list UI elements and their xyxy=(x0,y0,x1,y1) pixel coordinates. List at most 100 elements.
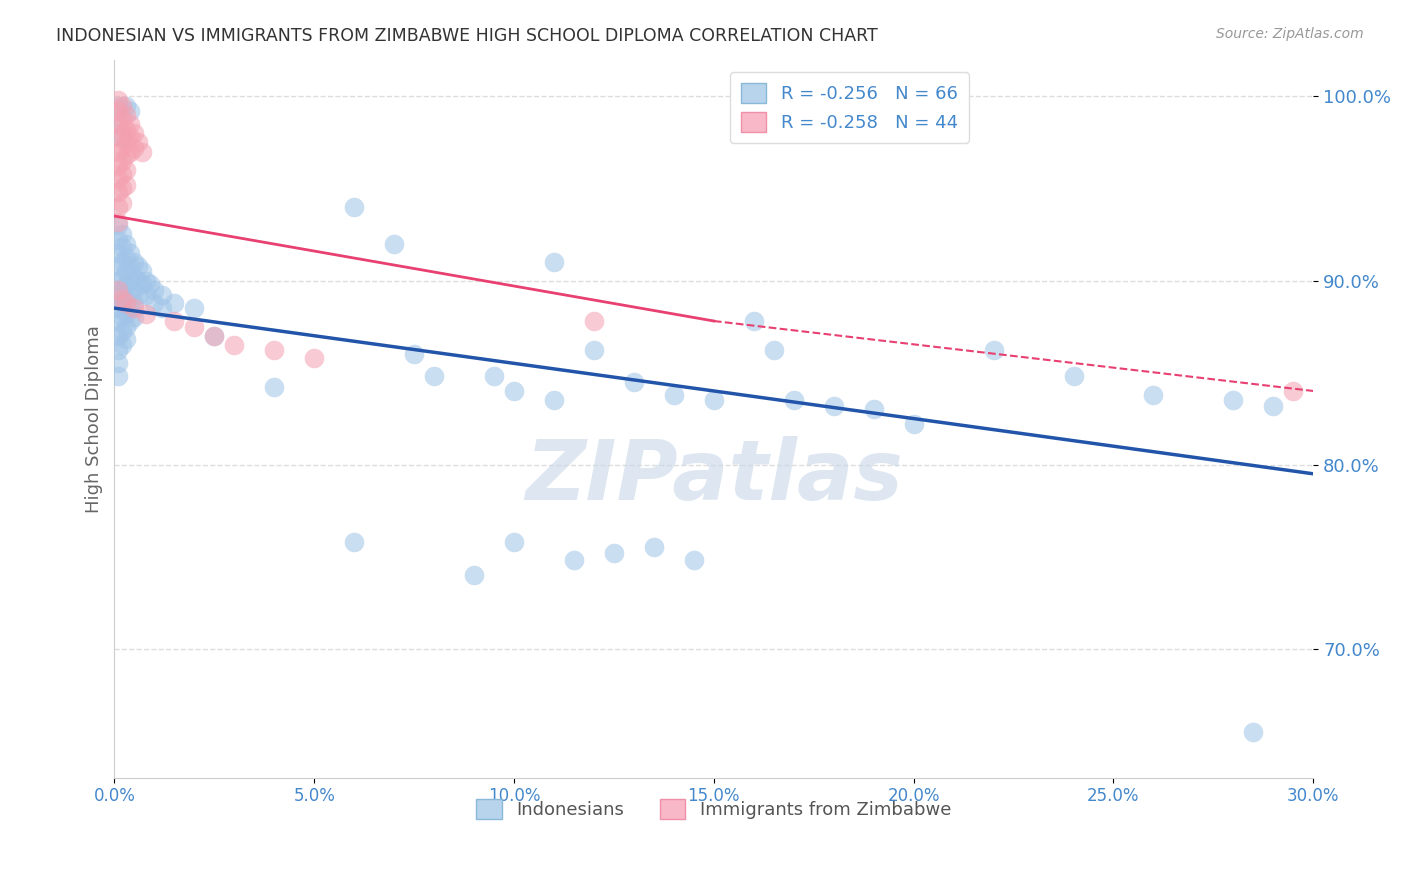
Point xyxy=(343,200,366,214)
Point xyxy=(115,252,138,266)
Point xyxy=(1063,369,1085,384)
Point xyxy=(111,227,134,242)
Point xyxy=(783,393,806,408)
Point xyxy=(120,314,142,328)
Point xyxy=(163,295,186,310)
Point xyxy=(131,145,153,159)
Point xyxy=(115,136,138,150)
Point xyxy=(503,535,526,549)
Point xyxy=(107,219,129,233)
Point xyxy=(183,301,205,315)
Point xyxy=(127,259,149,273)
Point xyxy=(762,343,785,358)
Point xyxy=(139,277,162,292)
Point xyxy=(115,98,138,112)
Point xyxy=(107,160,129,174)
Point xyxy=(111,112,134,126)
Point xyxy=(120,104,142,119)
Point xyxy=(107,314,129,328)
Point xyxy=(115,277,138,292)
Point xyxy=(107,172,129,186)
Point xyxy=(107,369,129,384)
Point xyxy=(127,136,149,150)
Point xyxy=(107,145,129,159)
Point xyxy=(115,333,138,347)
Point xyxy=(562,553,585,567)
Point xyxy=(120,246,142,260)
Point xyxy=(107,301,129,315)
Point xyxy=(131,264,153,278)
Point xyxy=(135,273,157,287)
Point xyxy=(127,273,149,287)
Point xyxy=(115,178,138,192)
Point xyxy=(111,325,134,339)
Point xyxy=(115,307,138,321)
Point xyxy=(107,117,129,131)
Point xyxy=(263,380,285,394)
Point xyxy=(120,301,142,315)
Text: ZIPatlas: ZIPatlas xyxy=(524,435,903,516)
Point xyxy=(543,255,565,269)
Point xyxy=(111,292,134,306)
Point xyxy=(124,301,146,315)
Point xyxy=(107,129,129,144)
Point xyxy=(124,295,146,310)
Point xyxy=(120,129,142,144)
Point xyxy=(107,356,129,370)
Point xyxy=(107,200,129,214)
Point xyxy=(111,283,134,297)
Point xyxy=(115,122,138,136)
Point xyxy=(131,277,153,292)
Point xyxy=(115,319,138,334)
Point xyxy=(742,314,765,328)
Point xyxy=(124,310,146,325)
Point xyxy=(124,126,146,140)
Point xyxy=(202,328,225,343)
Point xyxy=(202,328,225,343)
Point xyxy=(823,399,845,413)
Point xyxy=(150,288,173,302)
Point xyxy=(115,148,138,162)
Point xyxy=(1282,384,1305,398)
Point xyxy=(463,568,485,582)
Point xyxy=(582,343,605,358)
Point xyxy=(107,233,129,247)
Point xyxy=(623,375,645,389)
Point xyxy=(111,98,134,112)
Point xyxy=(903,417,925,431)
Point xyxy=(107,328,129,343)
Point xyxy=(115,236,138,251)
Point xyxy=(111,338,134,352)
Point xyxy=(111,310,134,325)
Text: INDONESIAN VS IMMIGRANTS FROM ZIMBABWE HIGH SCHOOL DIPLOMA CORRELATION CHART: INDONESIAN VS IMMIGRANTS FROM ZIMBABWE H… xyxy=(56,27,877,45)
Point xyxy=(107,273,129,287)
Point xyxy=(143,295,166,310)
Point xyxy=(543,393,565,408)
Point xyxy=(224,338,246,352)
Point xyxy=(124,283,146,297)
Point xyxy=(503,384,526,398)
Point xyxy=(582,314,605,328)
Point xyxy=(124,269,146,284)
Point xyxy=(107,343,129,358)
Point xyxy=(120,117,142,131)
Point xyxy=(107,185,129,199)
Point xyxy=(143,283,166,297)
Point xyxy=(107,93,129,107)
Point xyxy=(983,343,1005,358)
Point xyxy=(111,240,134,254)
Point xyxy=(120,259,142,273)
Point xyxy=(423,369,446,384)
Point xyxy=(1241,724,1264,739)
Point xyxy=(482,369,505,384)
Point xyxy=(107,246,129,260)
Point xyxy=(135,288,157,302)
Point xyxy=(115,292,138,306)
Point xyxy=(115,108,138,122)
Point xyxy=(115,264,138,278)
Text: Source: ZipAtlas.com: Source: ZipAtlas.com xyxy=(1216,27,1364,41)
Point xyxy=(120,288,142,302)
Point xyxy=(107,283,129,297)
Point xyxy=(111,167,134,181)
Point xyxy=(107,214,129,228)
